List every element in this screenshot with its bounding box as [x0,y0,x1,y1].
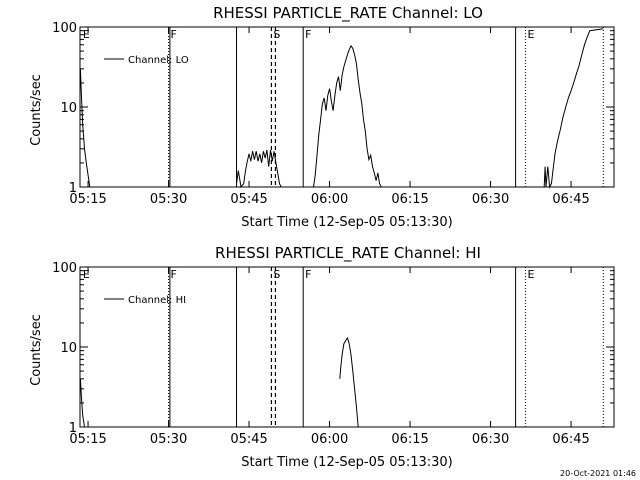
y-axis-label: Counts/sec [29,74,44,146]
x-tick-label: 06:30 [472,432,509,447]
y-tick-label: 1 [69,181,77,196]
x-tick-label: 06:30 [472,192,509,207]
event-marker-label: F [305,28,311,41]
event-marker-label: E [83,28,90,41]
generation-timestamp: 20-Oct-2021 01:46 [560,469,636,478]
x-tick-label: 05:45 [230,432,267,447]
legend: Channel: HI [104,295,186,306]
event-marker-label: E [527,268,534,281]
x-tick-label: 06:15 [391,192,428,207]
x-tick-label: 06:45 [552,192,589,207]
x-tick-label: 06:00 [311,192,348,207]
legend-label: Channel: LO [128,55,189,66]
x-axis-label: Start Time (12-Sep-05 05:13:30) [241,455,452,470]
y-tick-label: 100 [52,21,77,36]
legend: Channel: LO [104,55,189,66]
y-tick-label: 100 [52,261,77,276]
x-tick-label: 05:15 [69,432,106,447]
rate-curve-segment [236,149,282,189]
y-tick-label: 10 [60,341,77,356]
event-marker-label: S [273,268,280,281]
hi-rate-series [79,336,359,428]
rate-curve-segment [339,336,359,428]
plot-frame [79,26,615,188]
chart-title: RHESSI PARTICLE_RATE Channel: HI [215,244,481,263]
plot-frame [79,266,615,428]
y-tick-label: 10 [60,101,77,116]
event-marker-label: E [527,28,534,41]
rate-curve-segment [79,68,91,188]
lo-rate-series [79,28,604,189]
y-axis-label: Counts/sec [29,314,44,386]
event-marker-label: E [83,268,90,281]
x-tick-label: 05:30 [150,432,187,447]
x-tick-label: 05:15 [69,192,106,207]
x-tick-label: 06:45 [552,432,589,447]
event-marker-label: F [171,28,177,41]
hi-channel-panel: RHESSI PARTICLE_RATE Channel: HI E F S F E 0… [29,244,615,470]
rate-curve-segment [79,378,85,428]
event-marker-label: F [305,268,311,281]
x-tick-label: 05:30 [150,192,187,207]
chart-title: RHESSI PARTICLE_RATE Channel: LO [213,4,483,23]
y-tick-label: 1 [69,421,77,436]
x-tick-label: 06:15 [391,432,428,447]
event-marker-label: F [171,268,177,281]
rate-curve-segment [543,28,604,189]
x-tick-label: 06:00 [311,432,348,447]
lo-channel-panel: RHESSI PARTICLE_RATE Channel: LO E F S F E 0… [29,4,615,230]
x-axis-label: Start Time (12-Sep-05 05:13:30) [241,215,452,230]
rate-curve-segment [313,44,382,188]
legend-label: Channel: HI [128,295,186,306]
x-tick-label: 05:45 [230,192,267,207]
event-marker-label: S [273,28,280,41]
